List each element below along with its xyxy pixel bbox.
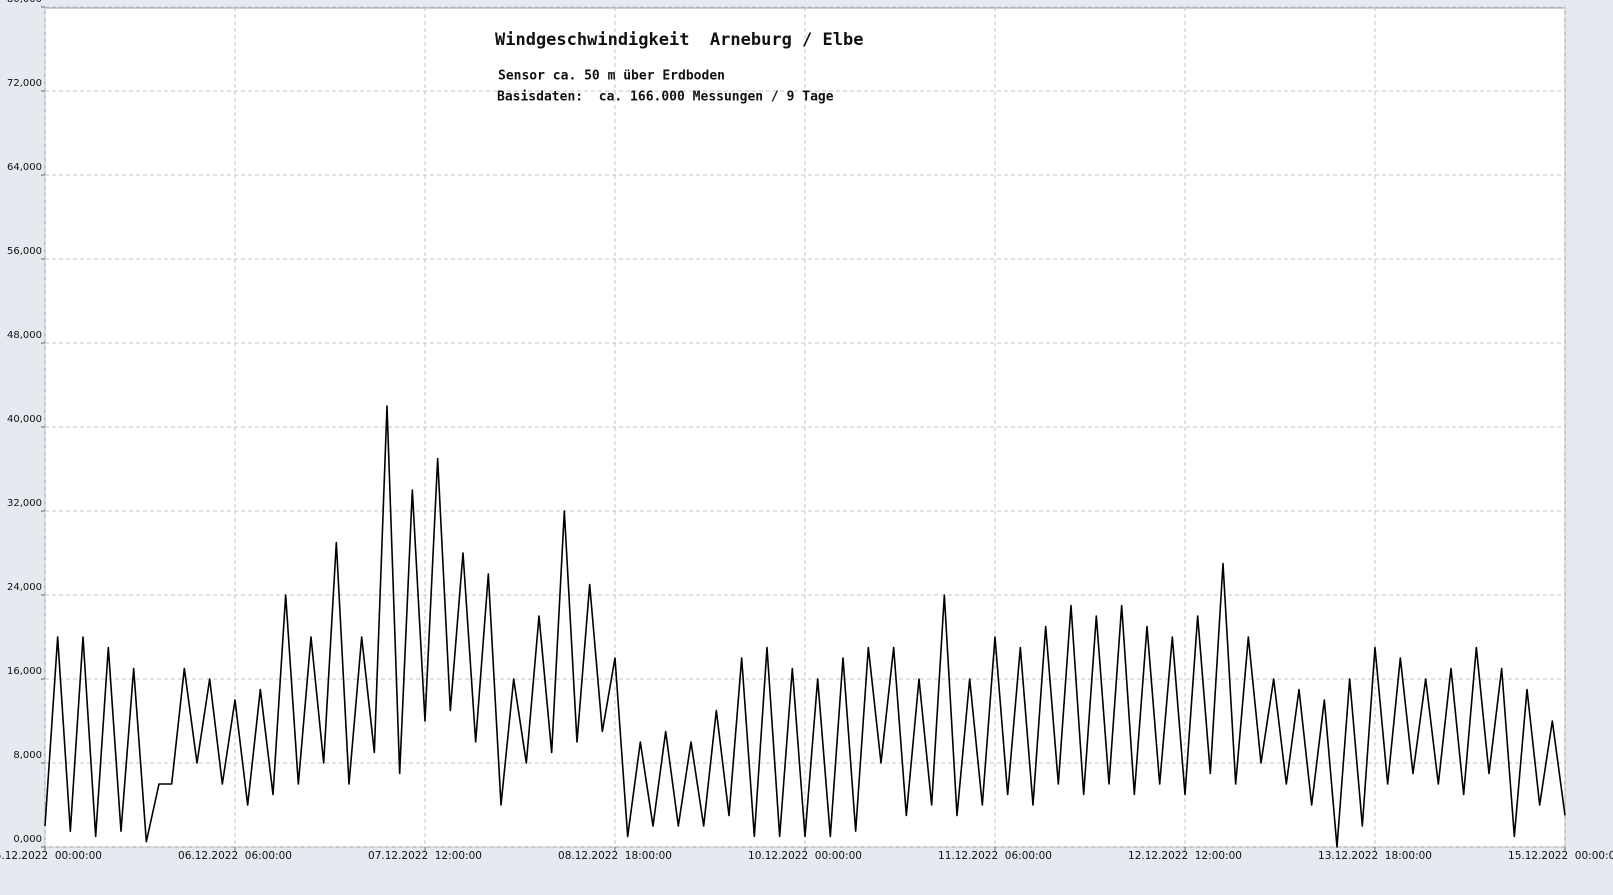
y-tick-label: 32,000 <box>7 498 42 509</box>
x-tick-label: 06.12.2022 06:00:00 <box>178 850 292 862</box>
x-tick-label: 10.12.2022 00:00:00 <box>748 850 862 862</box>
subtitle: Sensor ca. 50 m über Erdboden <box>498 69 725 84</box>
y-tick-label: 40,000 <box>7 414 42 425</box>
y-tick-label: 0,000 <box>13 834 42 845</box>
y-tick-label: 16,000 <box>7 666 42 677</box>
y-tick-label: 80,000 <box>7 0 42 5</box>
grid <box>41 6 1566 852</box>
data-line <box>44 405 1566 848</box>
x-tick-label: 12.12.2022 12:00:00 <box>1128 850 1242 862</box>
marks <box>44 405 1566 848</box>
y-tick-label: 72,000 <box>7 78 42 89</box>
y-tick-label: 24,000 <box>7 582 42 593</box>
x-tick-label: 07.12.2022 12:00:00 <box>368 850 482 862</box>
y-tick-label: 8,000 <box>13 750 42 761</box>
y-tick-label: 64,000 <box>7 162 42 173</box>
subtitle: Basisdaten: ca. 166.000 Messungen / 9 Ta… <box>497 90 834 105</box>
x-tick-label: 08.12.2022 18:00:00 <box>558 850 672 862</box>
chart-title: Windgeschwindigkeit Arneburg / Elbe <box>495 30 863 50</box>
x-tick-label: 15.12.2022 00:00:00 <box>1508 850 1613 862</box>
x-tick-label: 13.12.2022 18:00:00 <box>1318 850 1432 862</box>
x-tick-label: 11.12.2022 06:00:00 <box>938 850 1052 862</box>
y-tick-label: 48,000 <box>7 330 42 341</box>
y-tick-label: 56,000 <box>7 246 42 257</box>
x-tick-label: 05.12.2022 00:00:00 <box>0 850 102 862</box>
